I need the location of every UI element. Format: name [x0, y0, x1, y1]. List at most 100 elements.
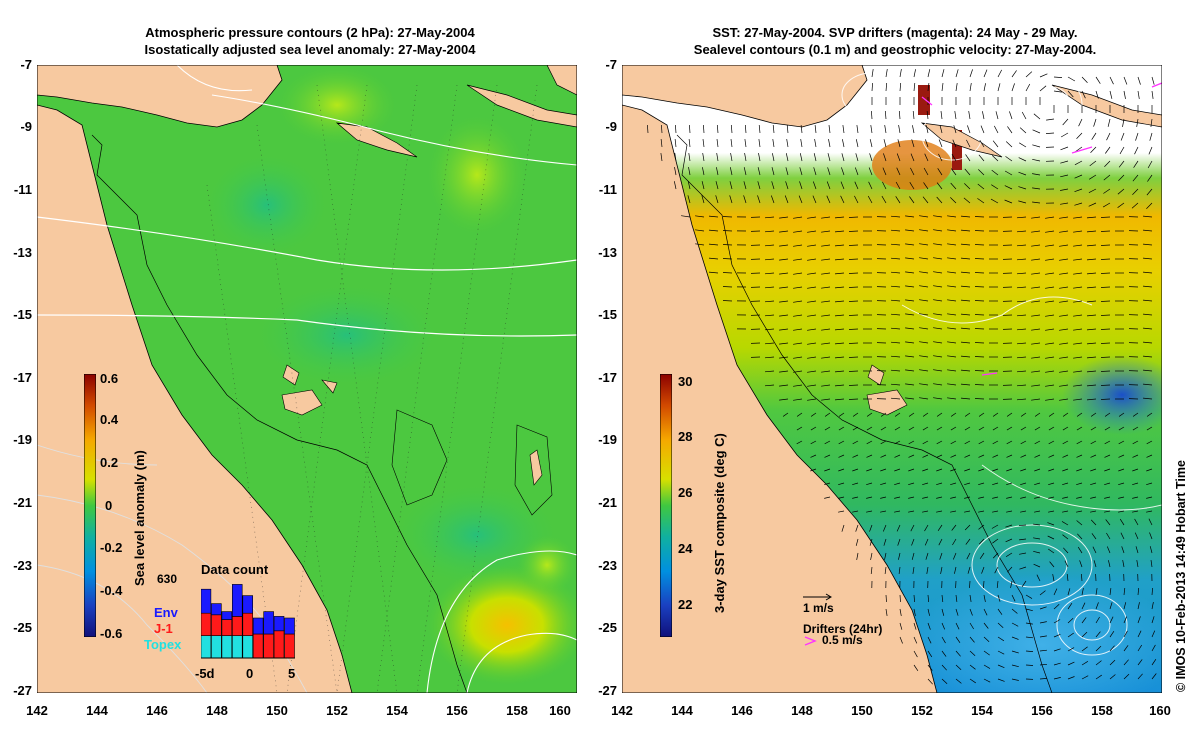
left-y-tick: -13	[13, 245, 32, 260]
velocity-arrow	[856, 552, 859, 560]
velocity-arrow	[1064, 560, 1069, 568]
velocity-arrow	[995, 111, 999, 120]
velocity-arrow	[793, 244, 803, 247]
velocity-arrow	[793, 356, 803, 359]
left-x-tick: 142	[26, 703, 48, 718]
velocity-arrow	[1100, 216, 1111, 218]
velocity-arrow	[924, 153, 929, 162]
data-count-bar-env	[242, 595, 253, 614]
velocity-arrow	[919, 257, 929, 260]
velocity-arrow	[978, 440, 985, 445]
velocity-arrow	[1132, 482, 1139, 486]
velocity-arrow	[855, 538, 859, 546]
velocity-arrow	[1142, 257, 1153, 260]
velocity-arrow	[841, 524, 845, 532]
drifter-legend-icon	[804, 636, 817, 646]
velocity-arrow	[838, 426, 845, 431]
velocity-arrow	[936, 426, 943, 431]
velocity-arrow	[880, 482, 887, 486]
velocity-arrow	[950, 496, 957, 499]
velocity-arrow	[834, 314, 845, 317]
velocity-arrow	[1081, 617, 1087, 624]
velocity-arrow	[978, 169, 985, 176]
velocity-arrow	[1137, 659, 1143, 666]
velocity-arrow	[674, 153, 677, 162]
velocity-arrow	[974, 300, 985, 302]
velocity-arrow	[1132, 174, 1139, 182]
velocity-arrow	[894, 482, 901, 486]
velocity-arrow	[905, 299, 915, 302]
velocity-arrow	[840, 181, 845, 190]
velocity-arrow	[927, 594, 930, 603]
velocity-arrow	[1104, 468, 1111, 472]
velocity-arrow	[1078, 118, 1083, 127]
velocity-arrow	[1004, 199, 1013, 204]
velocity-arrow	[866, 440, 873, 445]
velocity-arrow	[821, 244, 831, 247]
velocity-arrow	[919, 341, 929, 344]
velocity-arrow	[1062, 482, 1069, 486]
velocity-arrow	[807, 286, 817, 289]
velocity-arrow	[854, 181, 859, 190]
velocity-arrow	[919, 285, 929, 288]
velocity-arrow	[758, 153, 761, 162]
velocity-arrow	[703, 124, 705, 134]
velocity-arrow	[764, 328, 775, 331]
velocity-arrow	[1073, 342, 1083, 345]
velocity-arrow	[927, 636, 932, 644]
velocity-arrow	[1123, 645, 1129, 652]
data-count-bar-env	[263, 611, 274, 635]
velocity-arrow	[855, 153, 859, 162]
velocity-arrow	[911, 538, 915, 546]
velocity-arrow	[1073, 244, 1083, 247]
velocity-arrow	[854, 167, 859, 176]
velocity-arrow	[1025, 664, 1034, 666]
velocity-arrow	[955, 636, 961, 643]
velocity-arrow	[922, 454, 929, 458]
velocity-arrow	[702, 153, 705, 162]
velocity-arrow	[1100, 370, 1111, 372]
velocity-arrow	[890, 327, 901, 330]
sea-level-colorbar	[84, 374, 96, 637]
velocity-arrow	[779, 230, 789, 233]
velocity-arrow	[1146, 454, 1153, 458]
velocity-arrow	[947, 383, 957, 386]
velocity-arrow	[866, 510, 873, 513]
velocity-arrow	[701, 181, 705, 190]
velocity-arrow	[1020, 482, 1027, 486]
velocity-arrow	[1076, 426, 1083, 431]
velocity-arrow	[884, 110, 887, 120]
velocity-arrow	[848, 258, 859, 260]
velocity-arrow	[1142, 313, 1153, 316]
colorbar-tick: 0.2	[100, 455, 119, 470]
velocity-arrow	[950, 426, 957, 431]
left-y-tick: -25	[13, 620, 32, 635]
velocity-arrow	[951, 524, 957, 531]
velocity-arrow	[1047, 522, 1055, 526]
velocity-arrow	[793, 286, 803, 289]
velocity-arrow	[960, 383, 971, 386]
velocity-arrow	[1142, 299, 1153, 302]
velocity-arrow	[992, 140, 999, 148]
velocity-arrow	[1045, 286, 1055, 289]
velocity-arrow	[722, 244, 733, 246]
velocity-arrow	[834, 272, 845, 275]
velocity-arrow	[964, 482, 971, 486]
velocity-arrow	[1034, 496, 1041, 499]
velocity-arrow	[687, 195, 691, 204]
velocity-arrow	[1142, 327, 1153, 330]
velocity-arrow	[1118, 412, 1125, 417]
velocity-arrow	[1142, 243, 1153, 246]
velocity-arrow	[1151, 602, 1154, 610]
left-x-tick: 160	[549, 703, 571, 718]
left-x-tick: 154	[386, 703, 408, 718]
velocity-arrow	[885, 594, 887, 603]
velocity-arrow	[974, 370, 985, 372]
velocity-arrow	[978, 482, 985, 486]
velocity-arrow	[951, 153, 957, 162]
velocity-arrow	[933, 243, 943, 246]
velocity-arrow	[1045, 132, 1055, 134]
velocity-arrow	[1025, 622, 1033, 625]
velocity-arrow	[1142, 215, 1153, 218]
right-x-tick: 144	[671, 703, 693, 718]
